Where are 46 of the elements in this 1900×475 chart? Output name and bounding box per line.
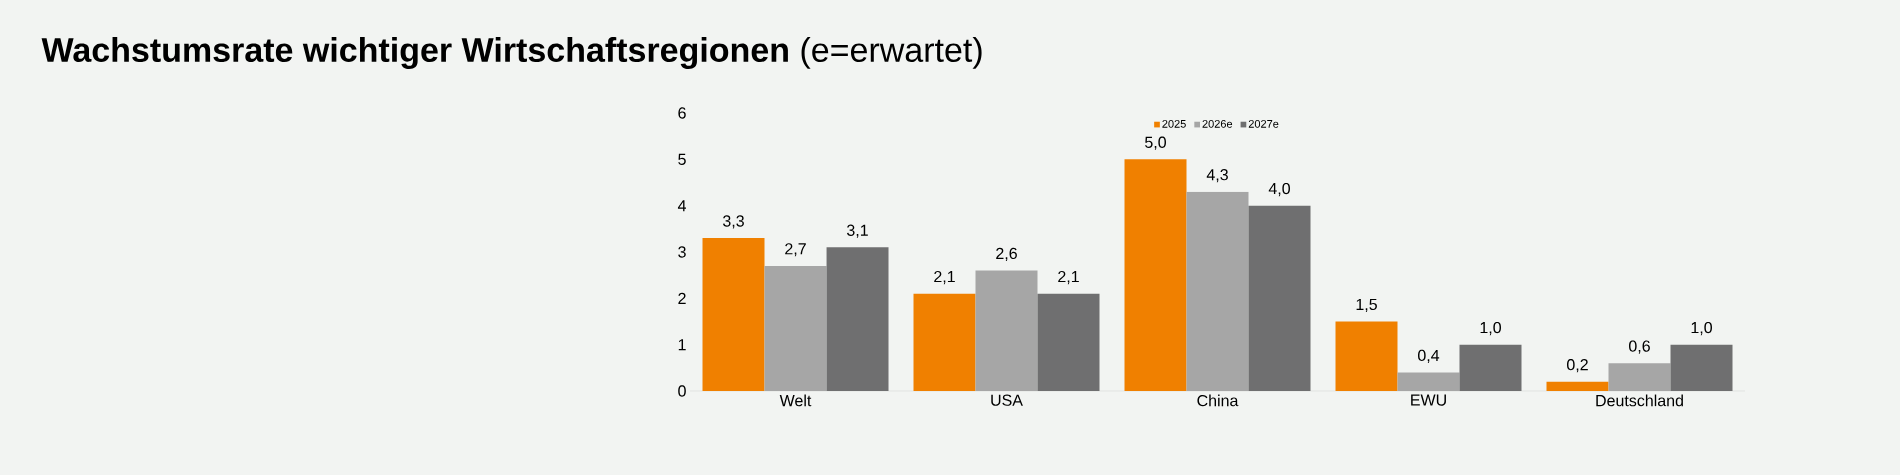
y-tick-label: 5 — [678, 153, 686, 165]
bar — [1397, 372, 1460, 391]
bar — [1670, 344, 1733, 391]
legend-label: 2025 — [1162, 119, 1186, 128]
data-label: 1,0 — [1691, 321, 1712, 336]
data-label: 2,7 — [785, 243, 806, 257]
data-label: 4,3 — [1206, 169, 1228, 183]
legend-label: 2026e — [1202, 119, 1233, 128]
data-label: 2,1 — [1058, 270, 1079, 285]
data-label: 2,1 — [934, 270, 955, 285]
x-tick-label: China — [1197, 394, 1239, 407]
x-tick-label: EWU — [1411, 394, 1446, 406]
bar — [1335, 321, 1398, 391]
bar — [1459, 344, 1522, 391]
data-label: 3,3 — [723, 215, 744, 229]
bar — [1546, 381, 1609, 391]
bar — [975, 270, 1038, 391]
bar — [1186, 191, 1249, 391]
bar — [913, 293, 976, 391]
data-label: 1,0 — [1480, 321, 1501, 336]
bar — [702, 238, 765, 391]
x-tick-label: Deutschland — [1596, 394, 1683, 407]
x-tick-label: Welt — [779, 394, 812, 407]
data-label: 2,6 — [996, 247, 1017, 261]
bar — [1124, 159, 1187, 391]
bar — [764, 265, 827, 391]
data-label: 0,4 — [1418, 349, 1440, 363]
y-tick-label: 0 — [678, 385, 686, 397]
y-tick-label: 1 — [678, 339, 686, 351]
chart-title: Wachstumsrate wichtiger Wirtschaftsregionen (e=erwartet) — [41, 37, 982, 69]
bar — [826, 247, 889, 391]
data-label: 5,0 — [1145, 136, 1166, 150]
bar — [1608, 363, 1671, 391]
bar — [1037, 293, 1100, 391]
y-tick-label: 6 — [678, 107, 686, 119]
y-tick-label: 3 — [678, 246, 686, 258]
data-label: 0,6 — [1629, 340, 1650, 354]
legend-label: 2027e — [1248, 119, 1279, 128]
data-label: 0,2 — [1567, 358, 1588, 373]
x-tick-label: USA — [991, 394, 1023, 406]
data-label: 1,5 — [1356, 298, 1377, 312]
bar — [1248, 205, 1311, 391]
data-label: 3,1 — [847, 224, 868, 238]
y-tick-label: 4 — [677, 200, 686, 212]
y-tick-label: 2 — [678, 292, 686, 304]
data-label: 4,0 — [1268, 182, 1290, 197]
